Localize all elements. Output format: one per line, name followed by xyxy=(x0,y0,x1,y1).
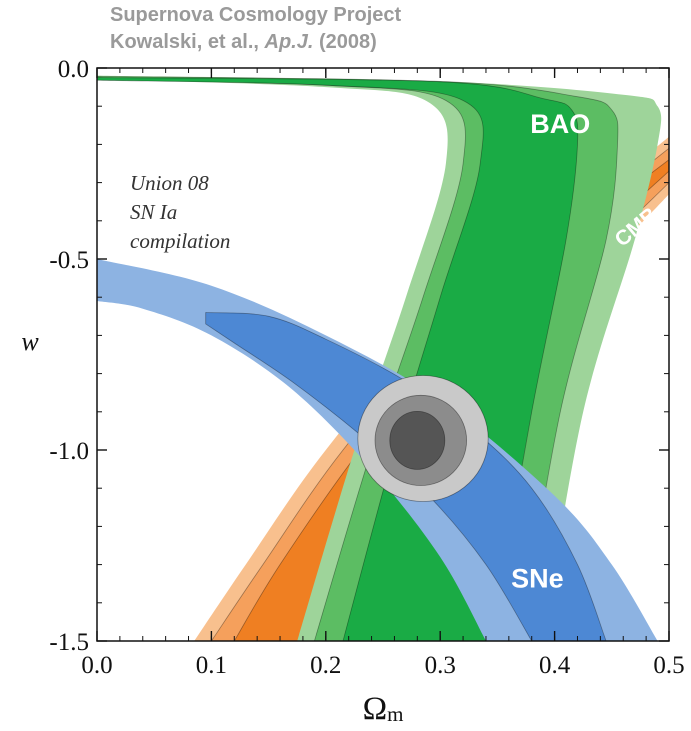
x-tick-label: 0.3 xyxy=(425,652,456,679)
contour-regions xyxy=(97,75,669,641)
region-combined xyxy=(357,375,489,502)
annotation-union08: Union 08 SN Ia compilation xyxy=(130,171,230,253)
label-sne: SNe xyxy=(511,564,564,594)
x-tick-label: 0.4 xyxy=(539,652,571,679)
credit-journal: Ap.J. xyxy=(264,31,314,53)
x-axis-label: Ωm xyxy=(363,691,404,727)
x-tick-label: 0.1 xyxy=(196,652,227,679)
x-tick-label: 0.5 xyxy=(653,652,684,679)
credit-year: (2008) xyxy=(313,31,377,53)
y-axis-label: w xyxy=(21,327,39,356)
credit-line-citation: Kowalski, et al., Ap.J. (2008) xyxy=(110,31,377,54)
y-tick-label: -1.5 xyxy=(49,629,89,656)
credit-authors: Kowalski, et al., xyxy=(110,31,265,53)
annotation-line: SN Ia xyxy=(130,200,177,224)
y-tick-label: -1.0 xyxy=(49,438,89,465)
x-axis-label-subscript: m xyxy=(387,702,403,726)
x-tick-label: 0.2 xyxy=(310,652,341,679)
sne-contour-level-2 xyxy=(205,312,607,641)
credit-line-project: Supernova Cosmology Project xyxy=(110,4,402,26)
label-bao: BAO xyxy=(530,109,590,139)
y-tick-label: -0.5 xyxy=(49,247,89,274)
combined-contour-level-3 xyxy=(389,410,446,470)
axis-ticks: 0.0 0.1 0.2 0.3 0.4 0.5 0.0 -0.5 -1.0 -1.5 xyxy=(49,56,684,679)
annotation-line: Union 08 xyxy=(130,171,209,195)
plot-frame xyxy=(96,67,670,642)
annotation-line: compilation xyxy=(130,229,230,253)
y-tick-label: 0.0 xyxy=(58,56,89,83)
x-tick-label: 0.0 xyxy=(81,652,112,679)
